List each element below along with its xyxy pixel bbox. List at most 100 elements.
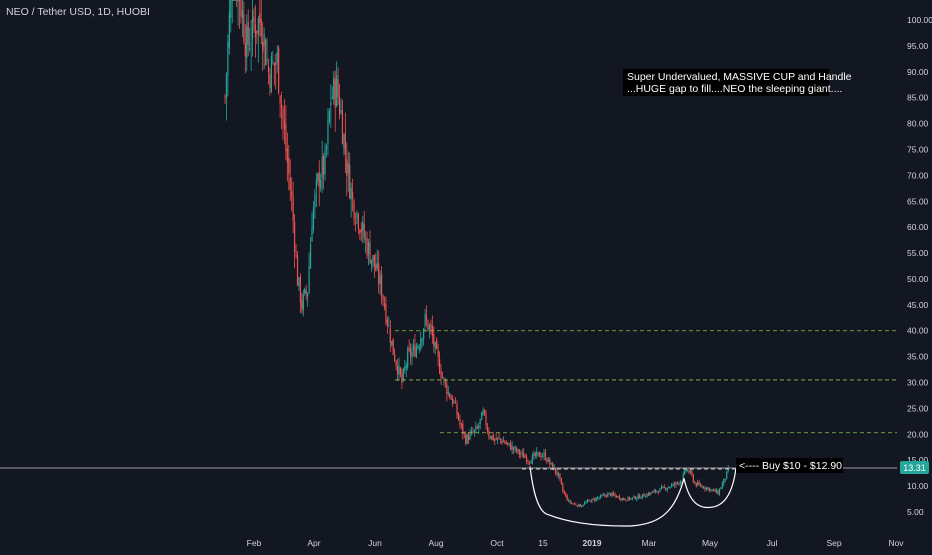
- price-tick-label: 30.00: [907, 378, 929, 388]
- time-tick-label: Oct: [490, 538, 504, 548]
- candle-down: [286, 148, 288, 163]
- candle-up: [517, 449, 519, 451]
- candle-up: [350, 188, 352, 200]
- candle-down: [512, 446, 515, 450]
- candle-down: [441, 377, 444, 379]
- candle-down: [440, 371, 442, 378]
- candle-down: [383, 302, 386, 308]
- time-tick-label: Sep: [826, 538, 841, 548]
- buy-label-text: <---- Buy $10 - $12.90: [739, 460, 842, 472]
- candle-down: [565, 493, 567, 496]
- candle-down: [555, 468, 557, 473]
- candle-up: [421, 338, 423, 341]
- candle-up: [713, 489, 715, 491]
- candle-up: [415, 346, 417, 357]
- price-tick-label: 15.00: [907, 455, 929, 465]
- candle-up: [537, 452, 539, 454]
- candle-up: [726, 471, 728, 480]
- candle-down: [575, 504, 577, 506]
- candle-up: [621, 498, 623, 501]
- annotation-box[interactable]: [623, 69, 829, 96]
- candle-down: [476, 427, 478, 429]
- candle-up: [672, 483, 674, 486]
- candle-up: [547, 458, 549, 462]
- candle-up: [314, 193, 316, 208]
- candle-up: [367, 242, 370, 254]
- cup-and-handle-drawing[interactable]: [529, 466, 737, 527]
- candle-up: [327, 119, 329, 144]
- candle-down: [556, 472, 558, 475]
- candle-up: [343, 134, 345, 149]
- candle-down: [549, 459, 551, 464]
- candle-down: [392, 338, 394, 355]
- candle-up: [601, 495, 603, 497]
- candle-up: [584, 502, 586, 505]
- candle-up: [536, 451, 538, 456]
- time-tick-label: Mar: [642, 538, 657, 548]
- time-tick-label: Nov: [888, 538, 904, 548]
- price-axis[interactable]: 100.00 95.00 90.00 85.00 80.00 75.00 70.00 65.0…: [907, 15, 932, 517]
- candle-down: [449, 393, 451, 399]
- candle-up: [642, 493, 644, 498]
- candle-down: [425, 315, 428, 321]
- time-tick-label: Aug: [428, 538, 443, 548]
- candle-down: [589, 500, 591, 502]
- candle-down: [628, 497, 631, 500]
- candle-up: [611, 493, 613, 496]
- candle-down: [562, 484, 564, 492]
- price-tick-label: 25.00: [907, 403, 929, 413]
- candle-up: [586, 500, 589, 503]
- candle-down: [282, 108, 284, 120]
- candle-down: [430, 323, 432, 327]
- candle-down: [498, 437, 500, 439]
- time-axis[interactable]: Feb Apr Jun Aug Oct 15 2019 Mar May Jul Sep Nov: [247, 538, 905, 548]
- candle-up: [246, 26, 248, 58]
- candle-down: [454, 402, 457, 404]
- candle-up: [466, 435, 468, 444]
- candle-down: [460, 423, 462, 425]
- candle-down: [292, 197, 294, 221]
- candle-up: [420, 338, 422, 350]
- buy-label-box[interactable]: [736, 458, 843, 473]
- candle-up: [581, 505, 583, 507]
- candle-down: [501, 439, 503, 443]
- candle-down: [569, 500, 571, 503]
- candle-down: [620, 498, 622, 500]
- candle-down: [626, 500, 628, 502]
- candle-down: [560, 478, 562, 485]
- annotation-line-1: Super Undervalued, MASSIVE CUP and Handl…: [627, 71, 852, 83]
- candle-up: [257, 18, 259, 35]
- candle-up: [608, 492, 610, 494]
- candle-down: [665, 488, 667, 490]
- candle-down: [639, 495, 641, 499]
- candle-down: [385, 304, 387, 323]
- candle-up: [347, 162, 349, 174]
- candle-up: [633, 496, 635, 498]
- candle-up: [418, 347, 420, 349]
- candle-up: [630, 498, 632, 500]
- candle-down: [280, 104, 283, 108]
- time-tick-label: Jul: [767, 538, 778, 548]
- candle-down: [456, 404, 458, 415]
- price-tick-label: 85.00: [907, 93, 929, 103]
- candle-down: [714, 489, 716, 492]
- price-tick-label: 45.00: [907, 300, 929, 310]
- candle-down: [579, 504, 581, 507]
- candle-up: [227, 42, 229, 76]
- candle-down: [539, 451, 541, 457]
- candle-down: [499, 438, 502, 440]
- candle-down: [283, 119, 286, 130]
- candle-down: [463, 432, 465, 435]
- candle-down: [692, 475, 694, 483]
- candle-down: [704, 487, 706, 489]
- candle-down: [236, 0, 238, 1]
- candle-down: [711, 489, 713, 491]
- candle-down: [260, 18, 262, 38]
- candle-down: [444, 380, 446, 383]
- candle-down: [592, 498, 594, 500]
- candle-up: [697, 482, 699, 486]
- candle-up: [671, 484, 673, 487]
- candle-down: [262, 41, 264, 52]
